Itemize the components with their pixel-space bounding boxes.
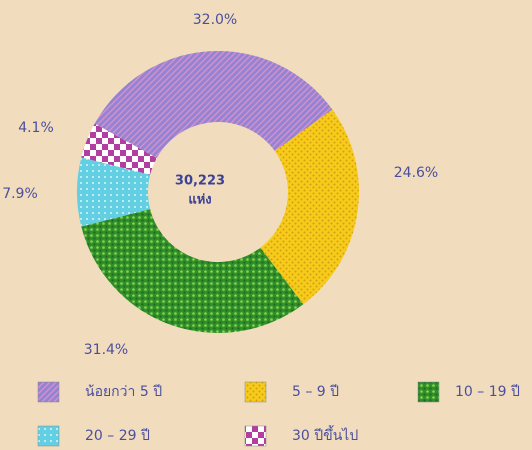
center-unit: แห่ง <box>188 193 211 208</box>
donut-segment <box>81 123 157 175</box>
legend-label: 20 – 29 ปี <box>85 428 150 444</box>
center-value: 30,223 <box>175 174 225 189</box>
legend-swatch <box>37 425 60 447</box>
donut-segment <box>76 157 151 227</box>
legend-label: 5 – 9 ปี <box>292 384 339 400</box>
value-label: 32.0% <box>193 12 237 28</box>
donut-segment <box>94 51 333 159</box>
legend-label: น้อยกว่า 5 ปี <box>85 384 162 400</box>
legend-swatch <box>244 425 267 447</box>
value-label: 4.1% <box>18 120 54 136</box>
value-label: 31.4% <box>84 342 128 358</box>
legend-swatch <box>244 381 267 403</box>
value-label: 24.6% <box>394 165 438 181</box>
legend-label: 30 ปีขึ้นไป <box>292 425 358 444</box>
legend-label: 10 – 19 ปี <box>455 384 520 400</box>
legend-swatch <box>37 381 60 403</box>
value-label: 7.9% <box>2 186 38 202</box>
donut-segment <box>81 209 304 334</box>
donut-segment <box>260 109 359 305</box>
legend-swatch <box>417 381 440 403</box>
